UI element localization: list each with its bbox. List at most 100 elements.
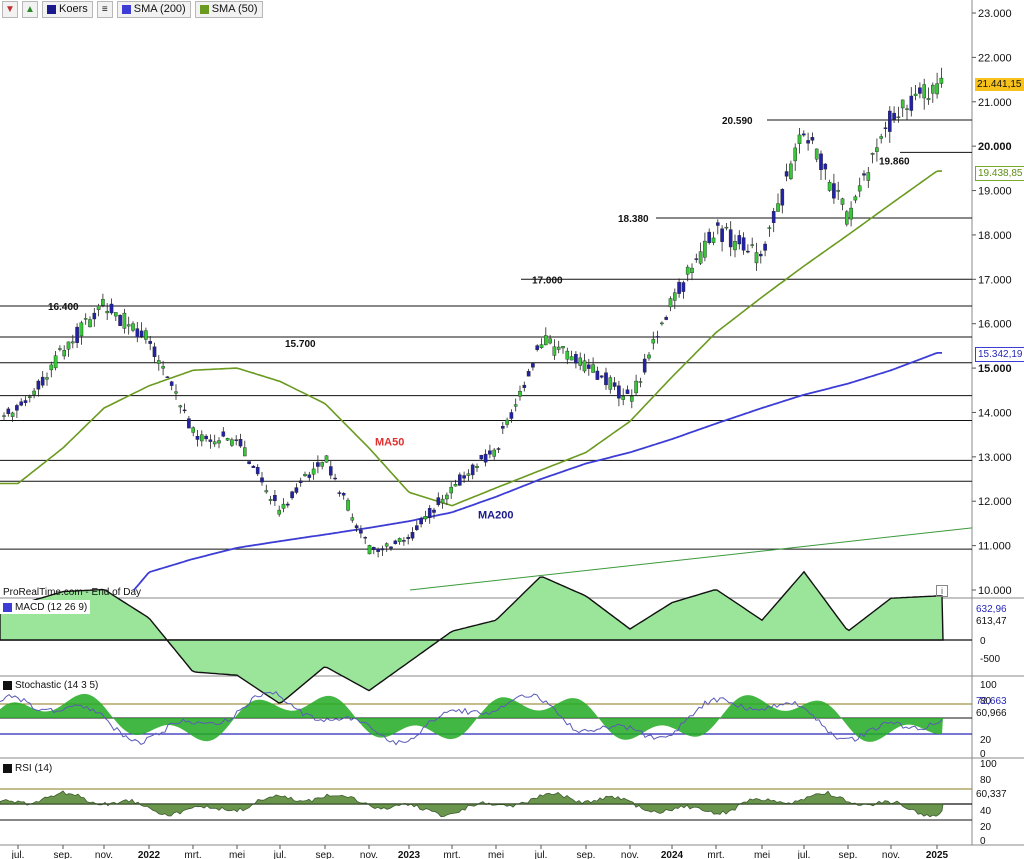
candle-body <box>436 497 441 505</box>
candle-body <box>673 292 677 301</box>
list-icon[interactable]: ≡ <box>96 0 113 18</box>
arrow-up-icon[interactable]: ▲ <box>22 0 38 18</box>
candle-body <box>187 418 191 429</box>
sma50-swatch <box>199 4 209 14</box>
y-tick-label: 12.000 <box>978 496 1012 508</box>
candle-body <box>810 137 815 141</box>
candle-body <box>720 228 724 242</box>
candle-body <box>135 328 140 338</box>
sma200-toggle[interactable]: SMA (200) <box>116 0 191 18</box>
candle-body <box>402 540 406 542</box>
candle-body <box>354 525 359 529</box>
x-tick-label: jul. <box>797 850 811 859</box>
candle-body <box>53 355 58 369</box>
rsi-tick-label: 20 <box>980 822 992 833</box>
rsi-tick-label: 40 <box>980 806 992 817</box>
candle-body <box>221 431 226 437</box>
candle-body <box>324 455 329 463</box>
candle-body <box>462 475 466 479</box>
last-price-tag: 21.441,15 <box>975 78 1024 91</box>
candle-body <box>79 322 84 337</box>
candle-body <box>488 450 492 455</box>
candle-body <box>148 341 153 344</box>
candle-body <box>225 438 230 441</box>
candle-body <box>453 484 458 487</box>
candle-body <box>638 381 643 383</box>
candle-body <box>866 172 871 181</box>
candle-body <box>505 419 509 425</box>
candle-body <box>367 545 372 555</box>
candle-body <box>449 486 454 494</box>
candle-body <box>900 99 905 109</box>
candle-body <box>92 312 97 320</box>
candle-body <box>182 409 187 412</box>
candle-body <box>419 518 423 525</box>
info-icon[interactable]: i <box>936 585 948 597</box>
candle-body <box>230 439 234 446</box>
series-koers-toggle[interactable]: Koers <box>42 0 93 18</box>
candle-body <box>642 358 647 373</box>
x-tick-label: mei <box>488 850 504 859</box>
candle-body <box>823 163 828 170</box>
y-tick-label: 11.000 <box>978 541 1011 553</box>
x-tick-label: nov. <box>621 850 639 859</box>
candle-body <box>101 299 105 306</box>
candle-body <box>268 499 273 501</box>
candle-body <box>849 207 853 220</box>
candle-body <box>492 449 497 457</box>
candle-body <box>913 93 918 96</box>
candle-body <box>423 516 428 520</box>
candle-body <box>625 389 630 394</box>
candle-body <box>647 354 651 359</box>
candle-body <box>212 441 217 445</box>
candle-body <box>251 465 256 468</box>
x-tick-label: sep. <box>54 850 73 859</box>
macd-area <box>0 570 944 704</box>
candle-body <box>698 251 703 264</box>
candle-body <box>565 350 570 360</box>
x-tick-label: mrt. <box>184 850 201 859</box>
y-tick-label: 18.000 <box>978 230 1012 242</box>
candle-body <box>556 346 561 350</box>
candle-body <box>333 477 337 480</box>
candle-body <box>827 181 832 191</box>
x-tick-label: mei <box>229 850 245 859</box>
candle-body <box>234 439 239 441</box>
x-tick-label: jul. <box>273 850 287 859</box>
y-tick-label: 21.000 <box>978 97 1012 109</box>
candle-body <box>122 312 127 329</box>
candle-body <box>440 498 445 504</box>
candle-body <box>741 237 746 251</box>
candle-body <box>406 537 411 539</box>
level-label: 15.700 <box>285 339 316 350</box>
candle-body <box>574 354 578 364</box>
candle-body <box>66 341 71 350</box>
candle-body <box>337 492 342 494</box>
candle-body <box>569 356 574 361</box>
candle-body <box>793 147 797 162</box>
arrow-down-icon[interactable]: ▼ <box>2 0 18 18</box>
y-tick-label: 23.000 <box>978 8 1012 20</box>
sma50-toggle[interactable]: SMA (50) <box>194 0 263 18</box>
source-label: ProRealTime.com - End of Day <box>3 587 142 598</box>
candle-body <box>208 439 213 442</box>
candle-body <box>875 147 879 152</box>
macd-label: MACD (12 26 9) <box>0 600 91 614</box>
candle-body <box>767 227 772 229</box>
candle-body <box>763 243 767 251</box>
candle-body <box>737 235 742 245</box>
stochastic-tick-label: 20 <box>980 735 992 746</box>
y-tick-label: 22.000 <box>978 52 1012 64</box>
candle-body <box>294 487 299 493</box>
candle-body <box>599 375 604 378</box>
x-tick-label: 2025 <box>926 850 949 859</box>
candle-body <box>892 112 896 120</box>
rsi-tick-label: 80 <box>980 775 992 786</box>
x-tick-label: jul. <box>11 850 25 859</box>
candle-body <box>286 503 290 506</box>
candle-body <box>857 185 862 192</box>
macd-signal-value: 613,47 <box>976 616 1007 627</box>
candle-body <box>939 77 944 84</box>
candle-body <box>40 376 45 386</box>
candle-body <box>716 222 720 226</box>
